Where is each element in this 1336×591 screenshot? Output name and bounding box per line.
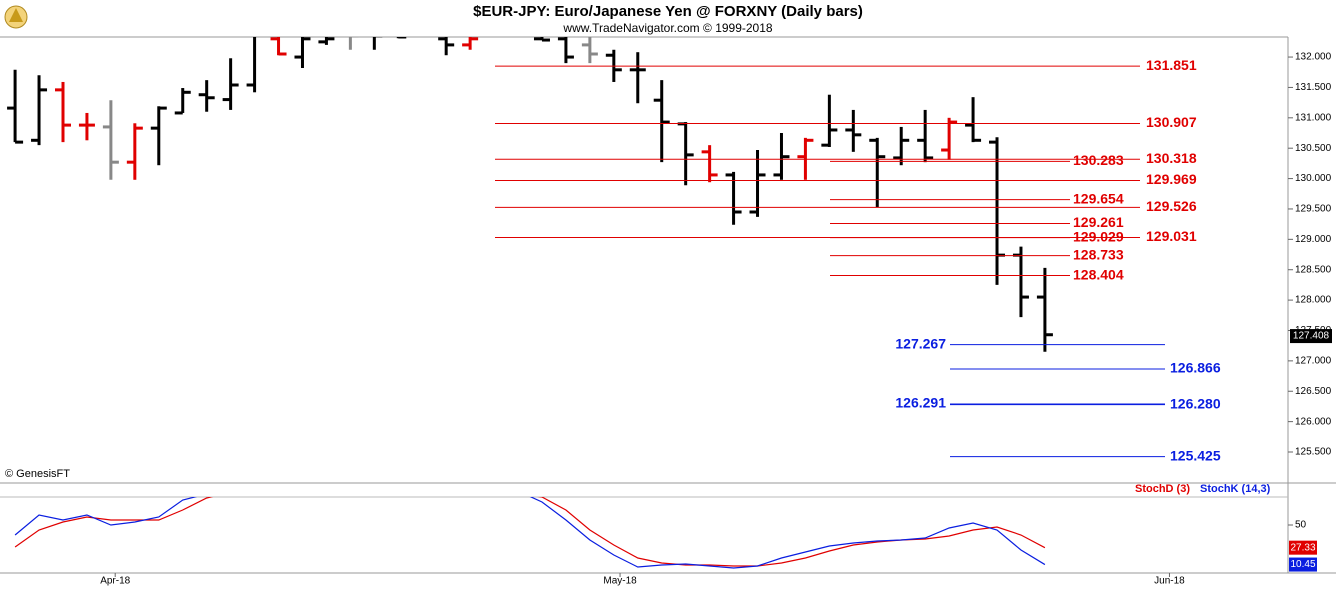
level-label: 131.851 <box>1146 57 1197 73</box>
y-tick-label: 129.000 <box>1295 234 1332 245</box>
last-price-box <box>1290 329 1332 344</box>
subtitle: www.TradeNavigator.com © 1999-2018 <box>562 21 772 35</box>
logo <box>4 5 28 29</box>
y-tick-label: 131.000 <box>1295 112 1332 123</box>
level-label: 130.318 <box>1146 150 1197 166</box>
y-tick-label: 125.500 <box>1295 447 1332 458</box>
stoch-line <box>14 497 1046 569</box>
legend-entry: StochK (14,3) <box>1200 483 1271 495</box>
last-value-box <box>1289 540 1317 555</box>
level-label: 129.969 <box>1146 171 1197 187</box>
credit: © GenesisFT <box>5 468 70 480</box>
y-tick-label: 131.500 <box>1295 82 1332 93</box>
y-tick-label: 128.000 <box>1295 295 1332 306</box>
last-value-label: 27.33 <box>1290 542 1315 553</box>
level-label: 129.031 <box>1146 228 1197 244</box>
x-tick-label: Apr-18 <box>100 576 130 587</box>
level-label: 128.404 <box>1073 266 1124 282</box>
level-label: 129.029 <box>1073 228 1124 244</box>
stoch-line <box>14 497 1046 567</box>
level-label: 126.280 <box>1170 395 1221 411</box>
level-label: 125.425 <box>1170 447 1221 463</box>
x-tick-label: May-18 <box>603 576 637 587</box>
y-tick-label: 129.500 <box>1295 204 1332 215</box>
last-value-label: 10.45 <box>1290 559 1315 570</box>
y-tick-label: 130.000 <box>1295 173 1332 184</box>
last-value-box <box>1289 557 1317 572</box>
level-label: 130.907 <box>1146 114 1197 130</box>
y-tick-label: 50 <box>1295 520 1307 531</box>
level-label: 127.267 <box>895 335 946 351</box>
y-tick-label: 128.500 <box>1295 264 1332 275</box>
y-tick-label: 132.000 <box>1295 52 1332 63</box>
level-label: 130.283 <box>1073 152 1124 168</box>
y-tick-label: 126.500 <box>1295 386 1332 397</box>
level-label: 126.291 <box>895 395 946 411</box>
chart-title: $EUR-JPY: Euro/Japanese Yen @ FORXNY (Da… <box>473 3 863 20</box>
legend-entry: StochD (3) <box>1135 483 1190 495</box>
last-price-label: 127.408 <box>1293 331 1330 342</box>
y-tick-label: 126.000 <box>1295 416 1332 427</box>
x-tick-label: Jun-18 <box>1154 576 1185 587</box>
overlay: 125.500126.000126.500127.000127.500128.0… <box>100 52 1332 587</box>
y-tick-label: 130.500 <box>1295 143 1332 154</box>
level-label: 129.261 <box>1073 214 1124 230</box>
level-label: 126.866 <box>1170 360 1221 376</box>
stoch-plot <box>14 497 1046 569</box>
y-tick-label: 127.000 <box>1295 356 1332 367</box>
level-label: 129.526 <box>1146 198 1197 214</box>
level-label: 128.733 <box>1073 246 1124 262</box>
level-label: 129.654 <box>1073 190 1124 206</box>
